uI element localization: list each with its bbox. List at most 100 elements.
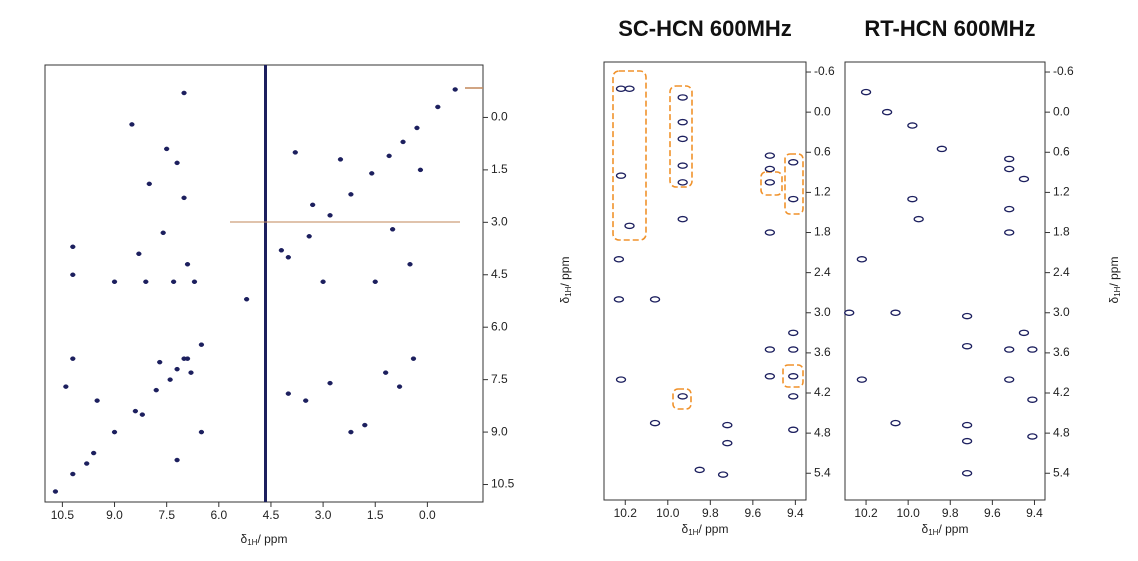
peak	[649, 296, 661, 303]
y-tick-label: 4.2	[1053, 385, 1070, 399]
peak	[410, 356, 417, 361]
peak	[435, 104, 441, 110]
peak	[1027, 346, 1038, 353]
peak	[677, 393, 688, 400]
peak	[961, 421, 973, 429]
y-tick-label: 1.8	[814, 225, 831, 239]
peak	[764, 179, 776, 186]
chart-title: RT-HCN 600MHz	[864, 16, 1035, 41]
axis-label: δ1H/ ppm	[1107, 257, 1122, 304]
peak	[91, 450, 97, 456]
y-tick-label: 3.0	[1053, 305, 1070, 319]
peak	[70, 471, 76, 477]
x-tick-label: 3.0	[315, 508, 332, 522]
peak	[788, 195, 799, 203]
peak	[129, 122, 135, 127]
y-tick-label: 0.0	[1053, 104, 1070, 118]
peak	[389, 227, 396, 232]
y-tick-label: -0.6	[814, 64, 835, 78]
peak	[63, 384, 69, 389]
x-tick-label: 9.6	[744, 506, 761, 520]
solvent-stripe	[264, 65, 267, 502]
peak	[907, 122, 918, 129]
peak	[170, 279, 177, 285]
x-tick-label: 9.4	[787, 506, 804, 520]
x-tick-label: 10.2	[854, 506, 878, 520]
peak	[327, 380, 333, 386]
y-tick-label: 3.0	[491, 214, 508, 228]
x-tick-label: 9.8	[702, 506, 719, 520]
peak	[890, 309, 901, 317]
axis-label-unit: / ppm	[257, 532, 287, 546]
peak	[400, 139, 406, 145]
peak	[146, 181, 152, 187]
y-tick-label: 4.8	[1053, 425, 1070, 439]
peak	[881, 108, 893, 116]
peak	[285, 391, 291, 396]
peak	[844, 309, 855, 317]
x-tick-label: 10.2	[614, 506, 638, 520]
peak	[677, 162, 688, 169]
axis-label-unit: / ppm	[698, 522, 728, 536]
peak	[1004, 205, 1015, 213]
axis-label-unit: / ppm	[1107, 257, 1121, 287]
y-tick-label: 2.4	[1053, 265, 1070, 279]
peak	[52, 489, 59, 494]
x-tick-label: 9.8	[942, 506, 959, 520]
peak	[184, 262, 191, 267]
peak	[70, 272, 76, 278]
peak	[615, 85, 627, 92]
axis-label-symbol: δ	[241, 532, 248, 546]
axis-label: δ1H/ ppm	[241, 532, 288, 547]
peak	[961, 470, 973, 477]
peak	[362, 422, 368, 428]
peak	[306, 234, 312, 239]
peak	[157, 359, 163, 365]
peak	[198, 429, 205, 435]
peak	[961, 312, 973, 320]
plot-frame	[603, 61, 807, 501]
peak	[191, 279, 198, 285]
y-tick-label: 1.5	[491, 162, 508, 176]
x-tick-label: 4.5	[263, 508, 280, 522]
highlight-box	[612, 70, 647, 241]
y-tick-label: 3.0	[814, 305, 831, 319]
peak	[1018, 175, 1030, 183]
peak	[913, 215, 924, 223]
peak	[717, 471, 729, 478]
peak	[613, 256, 625, 263]
axis-label-subscript: 1H	[688, 528, 698, 537]
peak	[1004, 229, 1015, 236]
peak	[1004, 165, 1015, 173]
peak	[452, 87, 458, 92]
peak	[961, 437, 973, 445]
peak	[348, 429, 354, 435]
peak	[1004, 346, 1015, 353]
peak	[181, 356, 187, 361]
peak	[303, 398, 309, 403]
peak	[860, 88, 872, 96]
peak	[764, 373, 776, 380]
chart-title: SC-HCN 600MHz	[618, 16, 792, 41]
axis-label: δ1H/ ppm	[922, 522, 969, 537]
peak	[764, 165, 776, 173]
peak	[1018, 329, 1030, 337]
peak	[1027, 433, 1038, 440]
peak	[167, 377, 173, 382]
plot-frame	[844, 61, 1046, 501]
peak	[111, 429, 118, 435]
peak	[677, 118, 688, 126]
peak	[285, 255, 291, 260]
peak	[396, 384, 403, 389]
peak	[348, 192, 354, 197]
highlight-box	[669, 85, 693, 188]
peak	[278, 248, 285, 253]
y-tick-label: -0.6	[1053, 64, 1074, 78]
peak	[764, 346, 776, 353]
axis-label-symbol: δ	[682, 522, 689, 536]
peak	[764, 152, 776, 159]
peak	[70, 356, 76, 361]
peak	[198, 342, 205, 347]
peak	[788, 373, 799, 380]
peak	[788, 329, 799, 337]
